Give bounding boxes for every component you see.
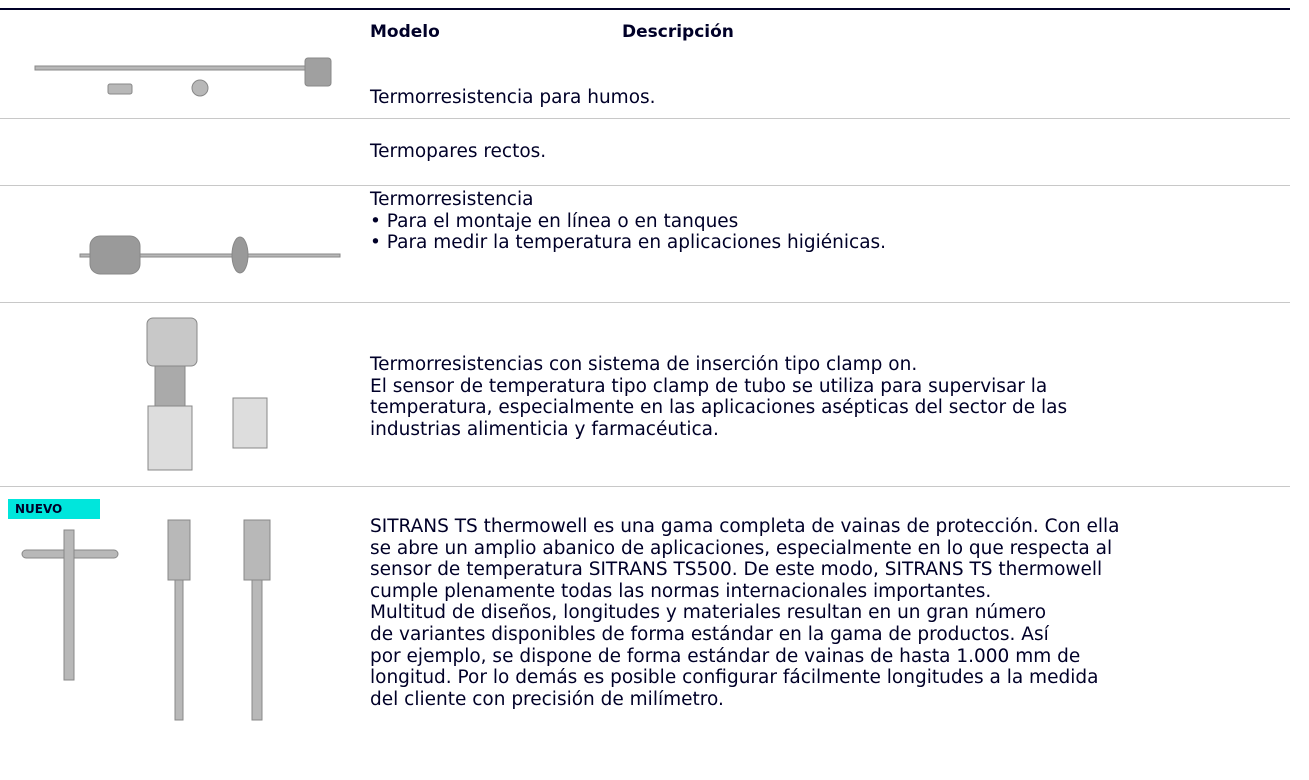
- description-line: por ejemplo, se dispone de forma estánda…: [370, 645, 1081, 667]
- description-line: SITRANS TS thermowell es una gama comple…: [370, 516, 1120, 537]
- product-images: [21, 57, 341, 721]
- header-model: Modelo: [370, 22, 440, 42]
- description-line: longitud. Por lo demás es posible config…: [370, 667, 1099, 689]
- row-separator: [0, 302, 1290, 303]
- description-line: cumple plenamente todas las normas inter…: [370, 580, 992, 602]
- description-line: Termorresistencia: [370, 189, 534, 210]
- header-description: Descripción: [622, 22, 734, 42]
- description-line: industrias alimenticia y farmacéutica.: [370, 418, 719, 440]
- description-line: Termopares rectos.: [370, 141, 547, 162]
- description-line: El sensor de temperatura tipo clamp de t…: [370, 375, 1048, 397]
- row-separator: [0, 486, 1290, 487]
- top-rule: [0, 8, 1290, 10]
- description-line: Termorresistencias con sistema de inserc…: [370, 354, 918, 375]
- description-line: de variantes disponibles de forma estánd…: [370, 624, 1049, 645]
- description-line: se abre un amplio abanico de aplicacione…: [370, 537, 1113, 559]
- description-line: sensor de temperatura SITRANS TS500. De …: [370, 559, 1103, 581]
- row-separator: [0, 185, 1290, 186]
- description-line: Multitud de diseños, longitudes y materi…: [370, 602, 1047, 624]
- description-line: • Para medir la temperatura en aplicacio…: [370, 232, 887, 254]
- row-separator: [0, 118, 1290, 119]
- description-line: del cliente con precisión de milímetro.: [370, 688, 724, 710]
- description-line: Termorresistencia para humos.: [370, 87, 656, 108]
- description-line: temperatura, especialmente en las aplica…: [370, 397, 1068, 419]
- description-line: • Para el montaje en línea o en tanques: [370, 210, 739, 232]
- new-badge: NUEVO: [8, 499, 100, 519]
